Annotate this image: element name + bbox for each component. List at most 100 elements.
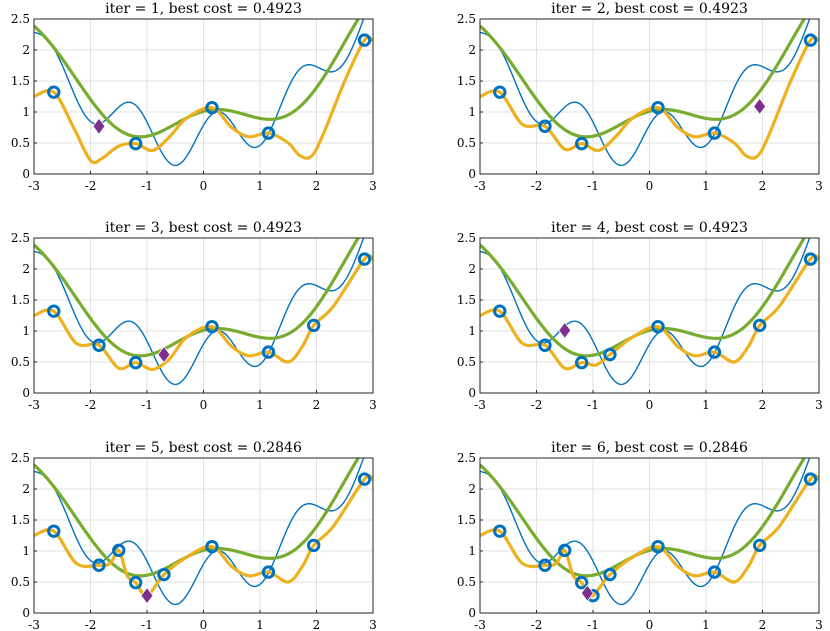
next-sample-diamond — [580, 584, 594, 602]
y-tick-label: 0.5 — [457, 355, 476, 369]
x-tick-label: -2 — [85, 179, 97, 193]
x-tick-label: -1 — [587, 398, 599, 412]
subplot-1: iter = 1, best cost = 0.4923 -3 -2 -1 0 1 2 3 0 0… — [11, 1, 377, 193]
y-tick-label: 0 — [22, 167, 30, 181]
sample-point — [493, 85, 507, 99]
sample-point — [47, 85, 61, 99]
x-tick-label: -1 — [141, 398, 153, 412]
sample-point — [538, 119, 552, 133]
x-tick-label: -3 — [474, 618, 486, 631]
y-tick-label: 1.5 — [11, 293, 30, 307]
sample-point — [752, 538, 767, 553]
sample-point — [752, 318, 767, 333]
y-tick-label: 0 — [468, 606, 476, 620]
y-tick-label: 0 — [468, 167, 476, 181]
x-tick-label: -1 — [587, 618, 599, 631]
sample-point — [129, 355, 143, 370]
acquisition-line — [34, 254, 373, 372]
y-tick-label: 2.5 — [11, 12, 30, 26]
y-tick-label: 1.5 — [11, 74, 30, 88]
y-tick-label: 0.5 — [11, 355, 30, 369]
next-sample-diamond — [157, 345, 171, 364]
y-tick-label: 0 — [22, 386, 30, 400]
y-tick-label: 2.5 — [457, 451, 476, 465]
x-tick-label: -1 — [141, 179, 153, 193]
y-tick-label: 0.5 — [457, 136, 476, 150]
sample-point — [306, 318, 321, 333]
y-tick-label: 1.5 — [457, 513, 476, 527]
surrogate-mean-line — [34, 19, 361, 139]
y-tick-label: 2.5 — [457, 12, 476, 26]
x-tick-label: -2 — [531, 398, 543, 412]
x-tick-label: 2 — [759, 618, 767, 631]
x-tick-label: 0 — [646, 618, 654, 631]
sample-point — [603, 347, 617, 362]
y-tick-label: 2 — [468, 262, 476, 276]
sample-point — [493, 304, 507, 318]
y-tick-label: 0.5 — [11, 136, 30, 150]
sample-point — [357, 33, 372, 47]
x-tick-label: 0 — [200, 618, 208, 631]
subplot-title: iter = 1, best cost = 0.4923 — [105, 1, 302, 17]
sample-point — [261, 126, 276, 140]
sample-point — [92, 338, 106, 352]
x-tick-label: 3 — [369, 398, 377, 412]
x-tick-label: 3 — [369, 618, 377, 631]
sample-point — [205, 319, 219, 334]
sample-point — [538, 338, 552, 352]
y-tick-label: 0 — [468, 386, 476, 400]
x-tick-label: -3 — [474, 398, 486, 412]
plot-area — [480, 238, 819, 386]
x-tick-label: -1 — [587, 179, 599, 193]
y-tick-label: 1 — [468, 324, 476, 338]
subplot-4: iter = 4, best cost = 0.4923 -3 -2 -1 0 1 2 3 0 0… — [457, 220, 823, 412]
subplot-title: iter = 2, best cost = 0.4923 — [551, 1, 748, 17]
y-tick-label: 2 — [22, 43, 30, 57]
subplot-title: iter = 3, best cost = 0.4923 — [105, 220, 302, 236]
x-tick-label: 3 — [815, 398, 823, 412]
x-tick-label: -3 — [28, 398, 40, 412]
sample-point — [575, 136, 589, 151]
next-sample-diamond — [92, 117, 106, 135]
acquisition-line — [34, 35, 373, 165]
x-tick-label: -3 — [474, 179, 486, 193]
x-tick-label: 2 — [759, 179, 767, 193]
subplot-title: iter = 4, best cost = 0.4923 — [551, 220, 748, 236]
x-tick-label: 0 — [646, 398, 654, 412]
x-tick-label: 2 — [313, 398, 321, 412]
x-tick-label: 1 — [702, 618, 710, 631]
surrogate-mean-line — [480, 238, 807, 358]
sample-point — [261, 565, 276, 579]
sample-point — [493, 524, 507, 538]
plot-area — [480, 458, 819, 606]
x-tick-label: 0 — [200, 398, 208, 412]
sample-point — [357, 472, 372, 486]
y-tick-label: 1.5 — [11, 513, 30, 527]
y-tick-label: 2 — [22, 262, 30, 276]
plot-area — [34, 238, 373, 386]
subplot-5: iter = 5, best cost = 0.2846 -3 -2 -1 0 1 2 3 0 0… — [11, 440, 377, 631]
sample-point — [603, 567, 617, 582]
sample-point — [558, 543, 572, 558]
surrogate-mean-line — [480, 19, 807, 139]
y-tick-label: 2.5 — [457, 231, 476, 245]
x-tick-label: 3 — [369, 179, 377, 193]
y-tick-label: 2 — [468, 43, 476, 57]
x-tick-label: -3 — [28, 618, 40, 631]
sample-point — [157, 567, 171, 582]
y-tick-label: 1 — [468, 105, 476, 119]
y-tick-label: 2.5 — [11, 451, 30, 465]
x-tick-label: -2 — [531, 179, 543, 193]
x-tick-label: 2 — [759, 398, 767, 412]
true-function-line — [480, 458, 811, 606]
sample-point — [707, 345, 722, 359]
acquisition-line — [480, 35, 819, 160]
x-tick-label: 3 — [815, 618, 823, 631]
x-tick-label: -1 — [141, 618, 153, 631]
surrogate-mean-line — [34, 458, 361, 578]
sample-point — [651, 100, 665, 115]
subplot-title: iter = 6, best cost = 0.2846 — [551, 440, 748, 456]
y-tick-label: 1.5 — [457, 293, 476, 307]
y-tick-label: 0.5 — [457, 575, 476, 589]
